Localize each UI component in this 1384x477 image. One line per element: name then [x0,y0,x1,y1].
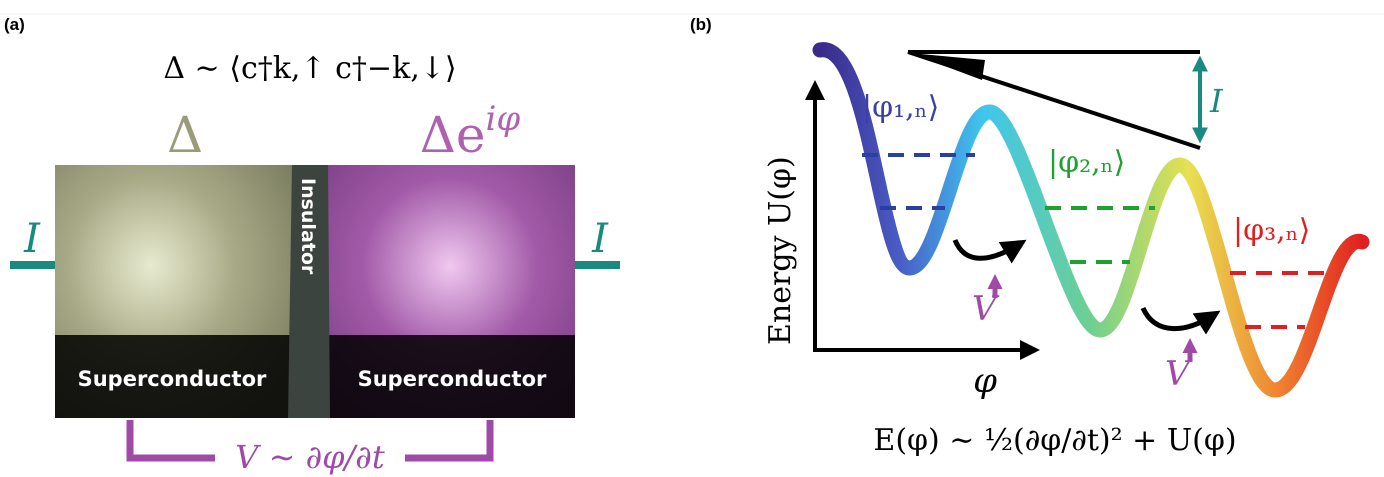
panel-label: (a) [4,15,25,34]
axis-arrow [1020,340,1040,360]
voltage-label: V [1165,354,1193,394]
axis-arrow [805,80,825,100]
insulator [288,165,330,418]
gap-phase: iφ [486,99,521,139]
tunnel-arrow [952,238,1027,264]
bracket [126,420,215,462]
energy-equation: E(φ) ∼ ½(∂φ/∂t)² + U(φ) [873,423,1236,458]
levels [862,153,1330,329]
axes [813,85,1030,352]
current-label: I [591,216,609,262]
current-label: I [1209,82,1224,120]
left-gap: Δ [167,106,203,164]
current-wedge [910,53,985,80]
state-label: |φ₂,ₙ⟩ [1048,145,1125,180]
state-label: |φ₁,ₙ⟩ [862,90,939,125]
gap-base: Δe [420,106,486,164]
material-label: Superconductor [78,367,267,391]
current-label: I [23,216,41,262]
right-gap: Δeiφ [420,99,521,164]
bracket [405,420,494,462]
pair-amplitude: Δ ∼ ⟨c†k,↑ c†−k,↓⟩ [163,51,456,86]
state-label: |φ₃,ₙ⟩ [1233,213,1310,248]
x-axis-label: φ [973,361,997,401]
insulator-label: Insulator [297,178,319,275]
potential-curve [812,42,1370,398]
material-label: Superconductor [358,367,547,391]
voltage-label: V ∼ ∂φ/∂t [235,438,385,476]
y-axis-label: Energy U(φ) [763,156,798,345]
panel-label: (b) [690,15,712,34]
tunnel-arrow [1140,306,1221,335]
voltage-label: V [972,289,1000,329]
